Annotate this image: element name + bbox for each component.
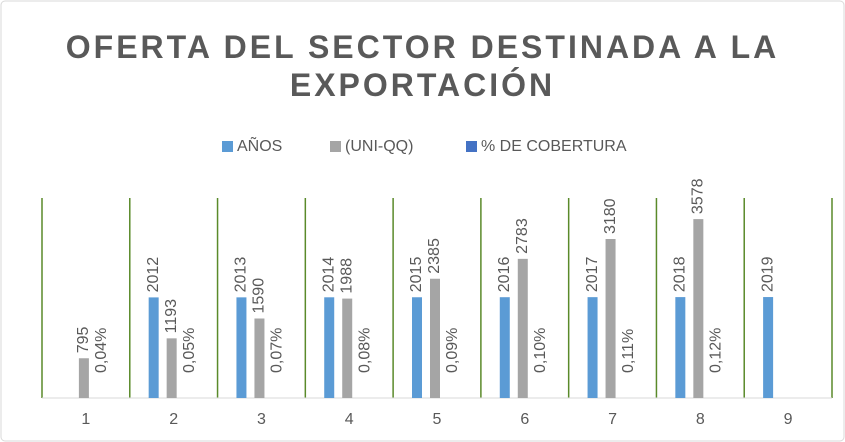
legend-swatch (466, 141, 477, 152)
bar (517, 258, 528, 398)
x-tick-label: 8 (696, 411, 705, 428)
x-tick-label: 3 (257, 411, 266, 428)
data-label: 2016 (496, 257, 513, 293)
x-tick-label: 7 (608, 411, 617, 428)
data-label: 2017 (584, 256, 601, 292)
bar (166, 338, 177, 398)
bar (430, 278, 440, 398)
data-label: 0,09% (444, 328, 461, 373)
data-label: 0,05% (181, 328, 198, 373)
data-label: 3578 (690, 178, 707, 214)
bar (763, 297, 774, 398)
data-label: 3180 (602, 198, 619, 234)
legend-swatch (222, 141, 233, 152)
data-label: 2015 (408, 257, 425, 293)
bar (254, 318, 265, 398)
bar (342, 298, 353, 398)
bar (148, 297, 159, 398)
x-tick-label: 1 (81, 411, 90, 428)
data-label: 0,04% (93, 328, 110, 373)
bar (675, 297, 686, 398)
data-label: 2013 (233, 257, 250, 293)
bar (693, 219, 704, 398)
bar (605, 239, 616, 398)
legend-label: % DE COBERTURA (481, 138, 627, 155)
data-label: 0,10% (532, 328, 549, 373)
bar (324, 297, 335, 398)
data-label: 0,08% (356, 328, 373, 373)
x-tick-label: 9 (784, 411, 793, 428)
bar (499, 297, 510, 398)
x-tick-label: 6 (520, 411, 529, 428)
data-label: 2783 (514, 218, 531, 254)
x-tick-label: 4 (345, 411, 354, 428)
data-label: 795 (75, 326, 92, 353)
data-label: 2019 (759, 256, 776, 292)
data-label: 1590 (251, 278, 268, 314)
x-tick-label: 2 (169, 411, 178, 428)
chart-title: OFERTA DEL SECTOR DESTINADA A LA EXPORTA… (65, 29, 780, 103)
data-label: 1193 (163, 299, 180, 334)
data-label: 0,12% (708, 328, 725, 373)
legend-label: (UNI-QQ) (345, 138, 413, 155)
data-label: 0,11% (620, 329, 637, 373)
legend-swatch (330, 141, 341, 152)
legend-label: AÑOS (237, 135, 282, 155)
x-tick-label: 5 (433, 411, 442, 428)
data-label: 1988 (338, 258, 355, 294)
bar (236, 297, 247, 398)
bar (587, 297, 598, 398)
bar (412, 297, 422, 398)
data-label: 2018 (672, 256, 689, 292)
data-label: 2014 (320, 257, 337, 293)
data-label: 2012 (145, 257, 162, 293)
data-label: 0,07% (269, 328, 286, 373)
bar (78, 358, 89, 398)
data-label: 2385 (426, 238, 443, 274)
